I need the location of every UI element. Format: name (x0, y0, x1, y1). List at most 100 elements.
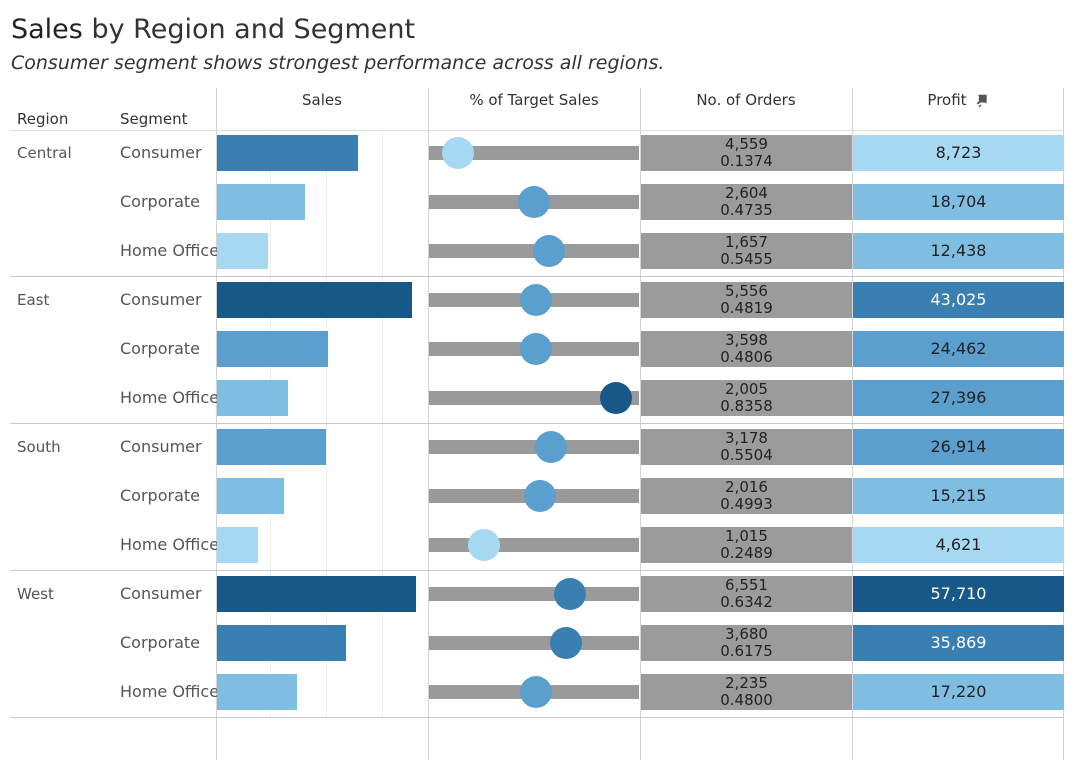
profit-cell[interactable]: 8,723 (853, 135, 1064, 171)
orders-count: 2,604 (725, 184, 768, 202)
orders-cell[interactable]: 5,556 0.4819 (641, 282, 852, 318)
profit-cell[interactable]: 18,704 (853, 184, 1064, 220)
column-divider (428, 88, 429, 760)
orders-cell[interactable]: 1,657 0.5455 (641, 233, 852, 269)
orders-ratio: 0.6175 (720, 642, 773, 660)
orders-cell[interactable]: 1,015 0.2489 (641, 527, 852, 563)
target-dot[interactable] (549, 627, 582, 659)
target-track (429, 391, 639, 405)
sales-gridline (326, 130, 327, 718)
profit-cell[interactable]: 57,710 (853, 576, 1064, 612)
profit-cell[interactable]: 12,438 (853, 233, 1064, 269)
orders-ratio: 0.5504 (720, 446, 773, 464)
segment-label: Corporate (120, 486, 200, 505)
target-dot[interactable] (518, 186, 550, 218)
segment-label: Home Office (120, 535, 220, 554)
orders-cell[interactable]: 2,016 0.4993 (641, 478, 852, 514)
orders-cell[interactable]: 3,598 0.4806 (641, 331, 852, 367)
header-divider (10, 130, 1063, 131)
orders-ratio: 0.6342 (720, 593, 773, 611)
target-dot[interactable] (599, 382, 632, 414)
target-dot[interactable] (442, 137, 475, 169)
target-track (429, 440, 639, 454)
sales-bar[interactable] (217, 478, 284, 514)
profit-cell[interactable]: 15,215 (853, 478, 1064, 514)
region-divider (10, 276, 1063, 277)
target-dot[interactable] (520, 676, 553, 708)
target-dot[interactable] (467, 529, 500, 561)
orders-ratio: 0.4735 (720, 201, 773, 219)
orders-ratio: 0.4993 (720, 495, 773, 513)
orders-cell[interactable]: 3,680 0.6175 (641, 625, 852, 661)
profit-cell[interactable]: 27,396 (853, 380, 1064, 416)
segment-label: Corporate (120, 192, 200, 211)
orders-count: 2,016 (725, 478, 768, 496)
segment-label: Consumer (120, 437, 202, 456)
profit-cell[interactable]: 43,025 (853, 282, 1064, 318)
column-divider (1063, 88, 1064, 760)
target-dot[interactable] (553, 578, 586, 610)
column-divider (640, 88, 641, 760)
segment-label: Home Office (120, 241, 220, 260)
sales-bar[interactable] (217, 135, 358, 171)
orders-ratio: 0.5455 (720, 250, 773, 268)
sales-gridline (270, 130, 271, 718)
segment-label: Corporate (120, 633, 200, 652)
profit-cell[interactable]: 4,621 (853, 527, 1064, 563)
orders-cell[interactable]: 4,559 0.1374 (641, 135, 852, 171)
pin-icon[interactable] (973, 91, 989, 111)
sales-bar[interactable] (217, 429, 326, 465)
sales-bar[interactable] (217, 184, 305, 220)
header-target[interactable]: % of Target Sales (469, 91, 599, 109)
segment-label: Home Office (120, 388, 220, 407)
page-title: Sales by Region and Segment (11, 14, 415, 45)
region-label: East (17, 291, 50, 309)
orders-cell[interactable]: 3,178 0.5504 (641, 429, 852, 465)
region-divider (10, 717, 1063, 718)
target-dot[interactable] (524, 480, 557, 512)
target-track (429, 587, 639, 601)
sales-bar[interactable] (217, 233, 268, 269)
orders-count: 2,005 (725, 380, 768, 398)
sales-bar[interactable] (217, 674, 297, 710)
target-track (429, 146, 639, 160)
header-orders[interactable]: No. of Orders (696, 91, 796, 109)
header-region: Region (17, 110, 69, 128)
orders-cell[interactable]: 2,604 0.4735 (641, 184, 852, 220)
header-profit[interactable]: Profit (852, 91, 1064, 111)
segment-label: Consumer (120, 143, 202, 162)
target-dot[interactable] (534, 431, 567, 463)
target-track (429, 538, 639, 552)
profit-cell[interactable]: 17,220 (853, 674, 1064, 710)
sales-bar[interactable] (217, 282, 412, 318)
orders-ratio: 0.2489 (720, 544, 773, 562)
sales-bar[interactable] (217, 576, 416, 612)
segment-label: Home Office (120, 682, 220, 701)
profit-cell[interactable]: 26,914 (853, 429, 1064, 465)
target-dot[interactable] (520, 333, 553, 365)
sales-bar[interactable] (217, 625, 346, 661)
page-subtitle: Consumer segment shows strongest perform… (11, 52, 665, 74)
sales-bar[interactable] (217, 331, 328, 367)
sales-bar[interactable] (217, 380, 288, 416)
orders-ratio: 0.1374 (720, 152, 773, 170)
orders-count: 3,680 (725, 625, 768, 643)
orders-ratio: 0.4806 (720, 348, 773, 366)
orders-cell[interactable]: 2,235 0.4800 (641, 674, 852, 710)
target-dot[interactable] (520, 284, 553, 316)
header-profit-label: Profit (927, 91, 967, 109)
header-sales[interactable]: Sales (302, 91, 342, 109)
column-divider (852, 88, 853, 760)
profit-cell[interactable]: 35,869 (853, 625, 1064, 661)
target-track (429, 636, 639, 650)
orders-count: 1,657 (725, 233, 768, 251)
orders-count: 4,559 (725, 135, 768, 153)
segment-label: Consumer (120, 584, 202, 603)
profit-cell[interactable]: 24,462 (853, 331, 1064, 367)
region-divider (10, 570, 1063, 571)
orders-cell[interactable]: 2,005 0.8358 (641, 380, 852, 416)
target-dot[interactable] (532, 235, 565, 267)
region-divider (10, 423, 1063, 424)
orders-cell[interactable]: 6,551 0.6342 (641, 576, 852, 612)
sales-bar[interactable] (217, 527, 258, 563)
